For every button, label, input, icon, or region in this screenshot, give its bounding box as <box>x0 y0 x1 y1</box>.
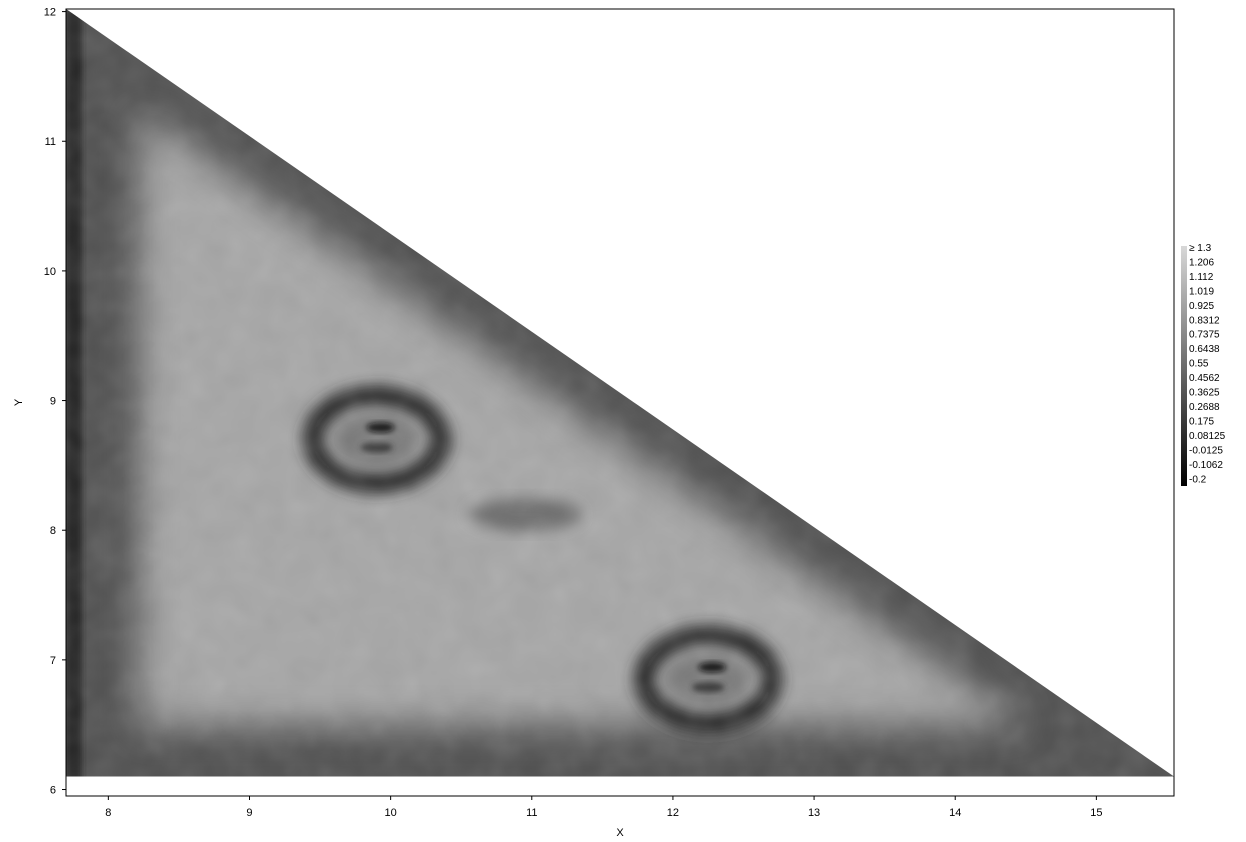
x-tick-label: 10 <box>385 807 397 819</box>
color-scale-label: 1.112 <box>1189 272 1214 283</box>
color-scale-label: 0.8312 <box>1189 315 1220 326</box>
color-scale-label: -0.2 <box>1189 474 1207 485</box>
color-scale-label: 1.206 <box>1189 257 1214 268</box>
x-axis: 8 9 10 11 12 13 14 15 <box>105 796 1102 819</box>
x-tick-label: 13 <box>808 807 820 819</box>
color-scale-label: -0.1062 <box>1189 460 1223 471</box>
x-tick-label: 11 <box>526 807 537 819</box>
x-tick-label: 9 <box>246 807 252 819</box>
x-tick-label: 14 <box>949 807 961 819</box>
plot-frame <box>65 8 1175 797</box>
color-scale-label: 0.55 <box>1189 359 1209 370</box>
color-scale-legend: ≥ 1.3 1.206 1.112 1.019 0.925 0.8312 0.7375 0.6… <box>1181 243 1226 486</box>
x-tick-label: 12 <box>667 807 679 819</box>
heatmap-texture <box>66 9 1174 777</box>
color-scale-label: 0.7375 <box>1189 330 1220 341</box>
y-tick-label: 7 <box>50 655 56 667</box>
y-tick-label: 8 <box>50 525 56 537</box>
y-tick-label: 6 <box>50 785 56 797</box>
color-scale-label: 1.019 <box>1189 286 1214 297</box>
y-tick-label: 12 <box>44 7 56 19</box>
y-tick-label: 10 <box>44 266 56 278</box>
x-tick-label: 8 <box>105 807 111 819</box>
x-tick-label: 15 <box>1090 807 1102 819</box>
y-axis-title: Y <box>13 398 25 406</box>
color-scale-label: 0.175 <box>1189 416 1214 427</box>
color-scale-label: ≥ 1.3 <box>1189 243 1212 254</box>
color-scale-label: 0.2688 <box>1189 402 1220 413</box>
y-tick-label: 11 <box>45 136 56 148</box>
color-scale-label: 0.08125 <box>1189 431 1226 442</box>
color-scale-label: 0.6438 <box>1189 344 1220 355</box>
color-scale-label: 0.925 <box>1189 301 1214 312</box>
color-scale-label: 0.3625 <box>1189 388 1220 399</box>
plot-area <box>66 9 1174 777</box>
y-tick-label: 9 <box>50 396 56 408</box>
x-axis-title: X <box>616 827 624 839</box>
y-axis: 6 7 8 9 10 11 12 <box>44 7 66 797</box>
color-scale-label: 0.4562 <box>1189 373 1220 384</box>
color-scale-label: -0.0125 <box>1189 445 1223 456</box>
heatmap-region <box>66 9 1174 777</box>
color-scale-bar <box>1181 246 1187 486</box>
